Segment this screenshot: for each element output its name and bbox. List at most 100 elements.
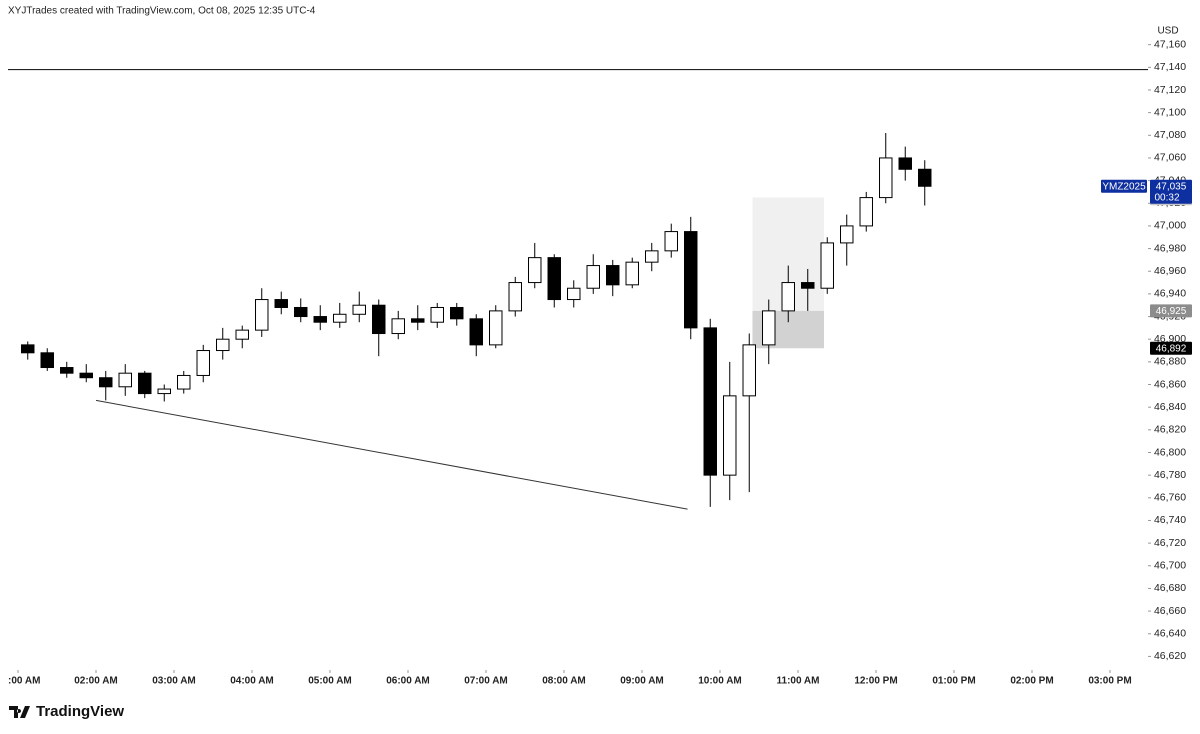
candle-body [274, 299, 288, 308]
y-tick-label: 46,860 [1154, 378, 1186, 390]
candle-body [60, 367, 74, 374]
candle-body [859, 197, 873, 227]
candle-body [625, 261, 639, 286]
candle-body [879, 157, 893, 199]
candle [372, 299, 386, 357]
header: XYJTrades created with TradingView.com, … [8, 6, 316, 17]
y-tick-label: 46,820 [1154, 424, 1186, 436]
y-tick-label: 46,640 [1154, 628, 1186, 640]
candle-body [918, 168, 932, 187]
symbol-tag-label: YMZ2025 [1102, 181, 1146, 192]
x-tick-label: :00 AM [8, 676, 40, 687]
candle [508, 276, 522, 317]
candle-body [606, 265, 620, 286]
candle [235, 325, 249, 349]
brand-logo: TradingView [9, 703, 124, 720]
candle [294, 298, 308, 323]
candle-body [99, 377, 113, 388]
y-tick-label: 46,740 [1154, 514, 1186, 526]
candle [333, 302, 347, 328]
x-tick-label: 03:00 AM [152, 676, 196, 687]
candle-body [138, 372, 152, 395]
candle [216, 327, 230, 360]
x-tick-label: 08:00 AM [542, 676, 586, 687]
x-tick-label: 02:00 PM [1010, 676, 1053, 687]
last-price-label: 47,035 [1156, 181, 1187, 192]
candle [645, 242, 659, 272]
candle [723, 361, 737, 501]
price-tag-label: 46,925 [1156, 306, 1187, 317]
x-tick-label: 09:00 AM [620, 676, 664, 687]
candle-body [255, 299, 269, 331]
candle-body [586, 265, 600, 289]
candle-body [547, 257, 561, 301]
candle [703, 318, 717, 507]
brand-name: TradingView [36, 703, 124, 720]
candle-body [411, 318, 425, 323]
y-tick-label: 46,980 [1154, 242, 1186, 254]
x-tick-label: 01:00 PM [932, 676, 975, 687]
candle [898, 146, 912, 181]
y-tick-label: 46,700 [1154, 560, 1186, 572]
y-tick-label: 46,660 [1154, 605, 1186, 617]
candle-body [40, 352, 54, 369]
x-tick-label: 04:00 AM [230, 676, 274, 687]
candle-body [703, 327, 717, 476]
candle-body [333, 313, 347, 323]
countdown-label: 00:32 [1154, 192, 1179, 203]
candle-body [898, 157, 912, 170]
candle [528, 242, 542, 289]
candle-body [469, 318, 483, 346]
x-tick-label: 12:00 PM [854, 676, 897, 687]
y-tick-label: 47,000 [1154, 220, 1186, 232]
x-tick-label: 05:00 AM [308, 676, 352, 687]
candle [138, 370, 152, 399]
y-tick-label: 47,160 [1154, 38, 1186, 50]
y-tick-label: 46,760 [1154, 492, 1186, 504]
candle-body [684, 231, 698, 329]
candle-body [430, 306, 444, 323]
y-tick-label: 46,780 [1154, 469, 1186, 481]
candle [196, 344, 210, 383]
candle [450, 302, 464, 326]
y-tick-label: 47,080 [1154, 129, 1186, 141]
candle [411, 305, 425, 331]
x-tick-label: 02:00 AM [74, 676, 118, 687]
candle [391, 310, 405, 340]
candle-body [742, 344, 756, 397]
price-tag-label: 46,892 [1156, 343, 1187, 354]
candle-body [118, 372, 132, 388]
x-tick-label: 06:00 AM [386, 676, 430, 687]
candle [118, 364, 132, 396]
candle [21, 341, 35, 360]
candle-body [177, 374, 191, 390]
x-tick-label: 03:00 PM [1088, 676, 1131, 687]
y-tick-label: 47,100 [1154, 106, 1186, 118]
y-tick-label: 47,140 [1154, 61, 1186, 73]
candle-body [762, 310, 776, 346]
candle [801, 268, 815, 311]
candle-body [723, 395, 737, 476]
candle [781, 265, 795, 323]
candle-body [801, 282, 815, 289]
candle-body [528, 257, 542, 284]
candle-body [21, 344, 35, 354]
candle-body [840, 225, 854, 244]
candle-body [352, 304, 366, 315]
candle-body [79, 372, 93, 379]
price-tag [1150, 341, 1192, 355]
candle-body [235, 329, 249, 340]
symbol-tag [1101, 179, 1147, 193]
y-tick-label: 47,060 [1154, 152, 1186, 164]
candle [79, 364, 93, 383]
candle-body [820, 242, 834, 289]
candle [820, 237, 834, 294]
brand-icon [9, 706, 30, 718]
y-tick-label: 46,620 [1154, 650, 1186, 662]
candle [664, 223, 678, 258]
candle [879, 133, 893, 204]
candle [157, 384, 171, 402]
y-tick-label: 46,680 [1154, 582, 1186, 594]
